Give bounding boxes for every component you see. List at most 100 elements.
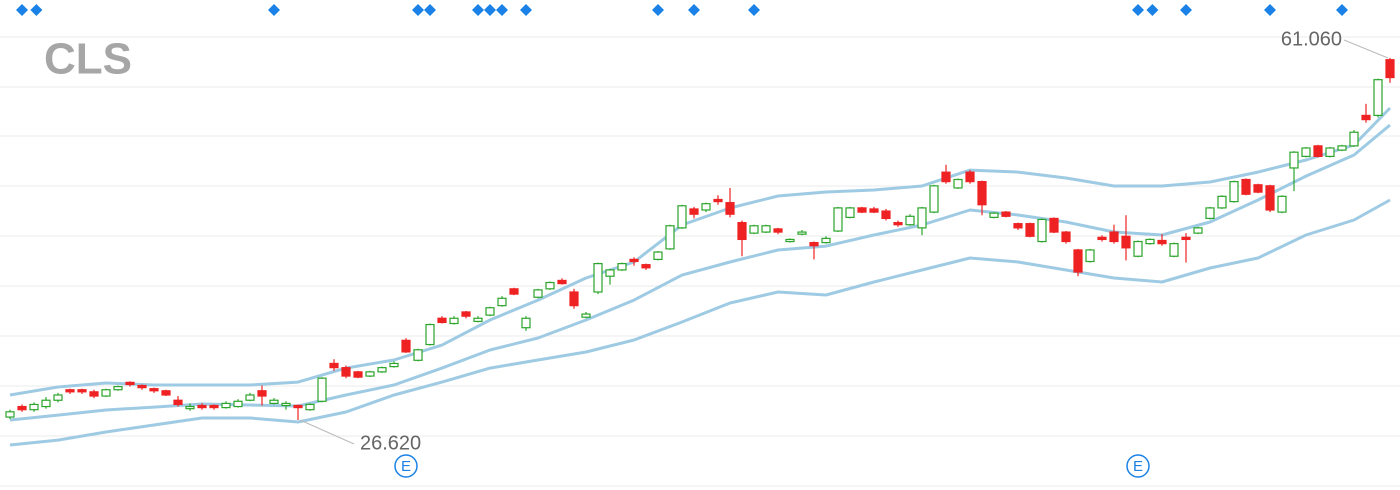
candle-body	[1085, 249, 1095, 263]
earnings-label: E	[401, 458, 411, 475]
candle-body	[1109, 231, 1119, 243]
event-marker	[30, 4, 43, 16]
candle-body	[1277, 195, 1287, 213]
candle-body	[197, 404, 207, 409]
candle-body	[257, 390, 267, 397]
candle-body	[473, 317, 483, 323]
candle-body	[161, 390, 171, 396]
candle-body	[965, 171, 975, 183]
candle-body	[89, 391, 99, 397]
candle-body	[629, 258, 639, 263]
candle-body	[1325, 147, 1335, 157]
event-marker	[472, 4, 484, 16]
candle-body	[293, 404, 303, 409]
candle-body	[665, 225, 675, 250]
candle-body	[917, 207, 927, 229]
candle-body	[113, 385, 123, 391]
candle-body	[149, 388, 159, 392]
candle-body	[29, 403, 39, 411]
candle-body	[1241, 178, 1251, 195]
candle-body	[521, 317, 531, 329]
candle-body	[353, 371, 363, 378]
candle-body	[185, 405, 195, 410]
candle-body	[365, 371, 375, 377]
candle-body	[1097, 236, 1107, 241]
event-marker	[1180, 4, 1192, 16]
candle-body	[581, 313, 591, 318]
candle-body	[689, 208, 699, 215]
event-marker	[688, 4, 700, 16]
candle-body	[545, 281, 555, 290]
candle-body	[1145, 238, 1155, 245]
candle-body	[1217, 195, 1227, 209]
event-marker	[268, 4, 280, 16]
candle-body	[569, 291, 579, 307]
candle-body	[785, 238, 795, 243]
candle-body	[1265, 185, 1275, 211]
chart-title: CLS	[44, 35, 132, 84]
candle-body	[1385, 59, 1395, 79]
candle-body	[209, 404, 219, 409]
candle-body	[677, 205, 687, 229]
candle-body	[137, 384, 147, 389]
candle-body	[845, 207, 855, 218]
candle-body	[17, 405, 27, 411]
candle-body	[833, 207, 843, 232]
candle-body	[233, 400, 243, 408]
event-marker	[424, 4, 436, 16]
candle-body	[1001, 211, 1011, 217]
event-marker	[16, 4, 28, 16]
event-marker	[1336, 4, 1348, 16]
event-marker	[748, 4, 760, 16]
candle-body	[281, 402, 291, 407]
event-marker	[1132, 4, 1144, 16]
candle-body	[1313, 145, 1323, 157]
earnings-marker	[394, 454, 418, 478]
candle-body	[533, 289, 543, 298]
candle-body	[1049, 217, 1059, 233]
candle-body	[701, 203, 711, 211]
candle-body	[53, 394, 63, 401]
candle-body	[1025, 223, 1035, 237]
candle-body	[1361, 114, 1371, 121]
candle-body	[773, 228, 783, 233]
candle-body	[401, 339, 411, 353]
candle-body	[1301, 147, 1311, 157]
candle-body	[329, 362, 339, 369]
candle-body	[761, 225, 771, 233]
candle-body	[557, 279, 567, 285]
candle-body	[341, 367, 351, 377]
candle-body	[977, 181, 987, 206]
candle-body	[449, 317, 459, 325]
candle-body	[269, 399, 279, 404]
candle-body	[797, 231, 807, 235]
event-marker	[520, 4, 532, 16]
candle-body	[1121, 235, 1131, 249]
candle-body	[1061, 231, 1071, 243]
candle-body	[737, 222, 747, 241]
earnings-marker	[1126, 454, 1150, 478]
candle-body	[221, 402, 231, 409]
annotation-leader	[1343, 39, 1389, 59]
candle-body	[617, 263, 627, 271]
candle-body	[941, 171, 951, 183]
earnings-label: E	[1133, 458, 1143, 475]
candle-body	[857, 207, 867, 213]
candle-body	[173, 399, 183, 406]
band-line	[9, 106, 1392, 397]
candle-body	[413, 349, 423, 361]
annotation-label: 61.060	[1281, 28, 1342, 50]
event-marker	[496, 4, 508, 16]
candle-body	[953, 178, 963, 189]
band-line	[9, 123, 1391, 422]
candle-body	[713, 198, 723, 203]
candle-body	[317, 377, 327, 402]
candle-body	[929, 185, 939, 213]
candle-body	[1157, 239, 1167, 245]
candle-body	[245, 394, 255, 401]
candle-body	[389, 362, 399, 368]
candle-body	[881, 210, 891, 220]
event-marker	[1264, 4, 1276, 16]
candle-body	[485, 307, 495, 316]
candle-body	[101, 389, 111, 397]
